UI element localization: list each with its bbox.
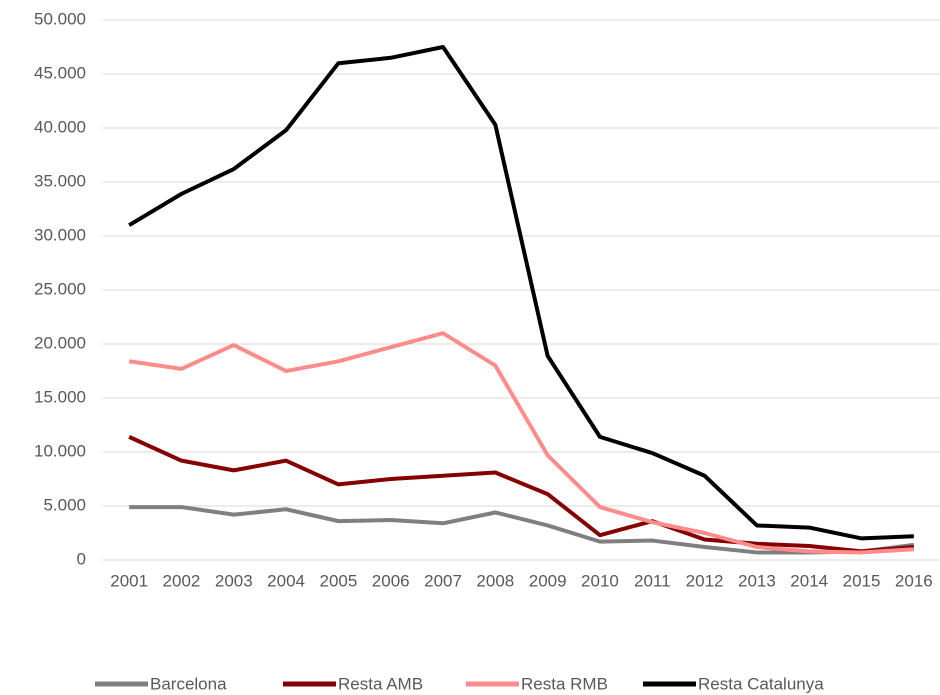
y-tick-label: 45.000 (34, 63, 86, 82)
x-tick-label: 2006 (372, 571, 410, 590)
legend-label: Resta AMB (338, 674, 423, 693)
x-tick-label: 2009 (529, 571, 567, 590)
series-line (128, 435, 915, 554)
legend-label: Resta Catalunya (698, 674, 824, 693)
x-tick-label: 2012 (686, 571, 724, 590)
y-tick-label: 0 (77, 549, 86, 568)
x-tick-label: 2011 (634, 571, 671, 590)
y-tick-label: 15.000 (34, 387, 86, 406)
series-line (128, 45, 914, 541)
x-tick-label: 2015 (843, 571, 881, 590)
x-tick-label: 2004 (267, 571, 305, 590)
x-tick-label: 2007 (424, 571, 462, 590)
y-tick-label: 25.000 (34, 279, 86, 298)
x-tick-label: 2013 (738, 571, 776, 590)
x-tick-label: 2001 (110, 571, 148, 590)
legend-label: Resta RMB (521, 674, 608, 693)
y-tick-label: 50.000 (34, 9, 86, 28)
x-tick-label: 2005 (319, 571, 357, 590)
legend-label: Barcelona (150, 674, 227, 693)
x-tick-label: 2010 (581, 571, 619, 590)
x-tick-label: 2016 (895, 571, 933, 590)
series-line (128, 331, 914, 555)
y-tick-label: 35.000 (34, 171, 86, 190)
x-tick-label: 2002 (163, 571, 201, 590)
x-tick-label: 2003 (215, 571, 253, 590)
y-tick-label: 20.000 (34, 333, 86, 352)
y-tick-label: 40.000 (34, 117, 86, 136)
x-tick-label: 2008 (476, 571, 514, 590)
series-line (129, 505, 915, 555)
y-tick-label: 30.000 (34, 225, 86, 244)
x-tick-label: 2014 (790, 571, 828, 590)
y-tick-label: 5.000 (43, 495, 86, 514)
y-tick-label: 10.000 (34, 441, 86, 460)
